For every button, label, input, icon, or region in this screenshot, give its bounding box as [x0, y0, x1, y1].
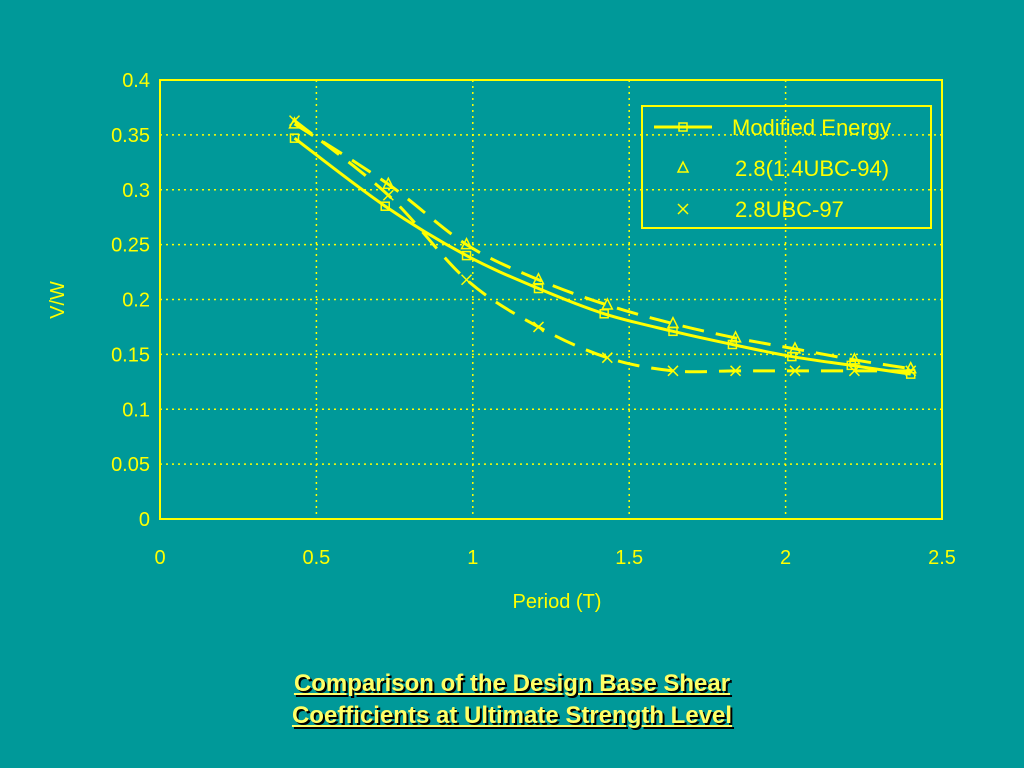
series-0-point — [289, 133, 300, 143]
legend-label: 2.8UBC-97 — [735, 197, 844, 222]
legend-box — [641, 105, 932, 229]
legend-label: 2.8(1.4UBC-94) — [735, 156, 889, 181]
series-0-point — [599, 309, 609, 319]
series-1-point — [532, 272, 545, 285]
legend: Modified Energy 2.8(1.4UBC-94) 2.8UBC-97 — [641, 105, 932, 229]
series-lines — [293, 119, 911, 376]
series-2-point — [461, 274, 473, 286]
series-1-point — [848, 352, 861, 365]
chart: 0 0.05 0.1 0.15 0.2 0.25 0.3 0.35 0.4 0 0.5 1 1.5 2 2.… — [47, 70, 956, 613]
y-tick-label: 0 — [139, 509, 150, 531]
series-2-point — [789, 365, 801, 377]
x-tick-label: 0.5 — [302, 547, 330, 569]
x-tick-label: 2 — [780, 547, 791, 569]
series-2-point — [667, 365, 679, 377]
x-tick-label: 2.5 — [928, 547, 956, 569]
x-axis-label: Period (T) — [513, 591, 602, 613]
series-1-point — [460, 236, 473, 250]
slide-caption: Comparison of the Design Base Shear Coef… — [0, 668, 1024, 732]
axis-tick-labels: 0 0.05 0.1 0.15 0.2 0.25 0.3 0.35 0.4 0 0.5 1 1.5 2 2.… — [111, 70, 956, 569]
series-2-point — [601, 352, 613, 364]
series-1-point — [729, 330, 742, 343]
series-1-point — [382, 176, 395, 190]
grid-lines — [160, 80, 942, 519]
series-2-point — [288, 115, 301, 127]
series-2-point — [730, 365, 742, 377]
series-0-point — [533, 283, 544, 294]
x-tick-label: 1 — [467, 547, 478, 569]
y-tick-label: 0.2 — [122, 290, 150, 312]
legend-label: Modified Energy — [732, 115, 891, 140]
caption-line-2: Coefficients at Ultimate Strength Level — [291, 702, 733, 729]
series-0-point — [461, 250, 472, 261]
series-line-0 — [293, 136, 911, 376]
series-2-point — [848, 365, 860, 377]
legend-marker — [676, 160, 690, 173]
series-1-point — [788, 341, 802, 354]
plot-area-frame — [159, 79, 943, 520]
y-axis-label: V/W — [47, 281, 69, 319]
series-2-point — [382, 189, 394, 201]
series-0-point — [727, 339, 738, 350]
y-tick-label: 0.15 — [111, 344, 150, 366]
y-tick-label: 0.35 — [111, 125, 150, 147]
series-1-point — [601, 297, 614, 310]
y-tick-label: 0.05 — [111, 454, 150, 476]
series-markers — [288, 115, 917, 379]
legend-entries: Modified Energy 2.8(1.4UBC-94) 2.8UBC-97 — [654, 115, 891, 222]
y-tick-label: 0.3 — [122, 180, 150, 202]
y-tick-label: 0.1 — [122, 399, 150, 421]
series-line-2 — [293, 119, 911, 374]
caption-line-1: Comparison of the Design Base Shear — [293, 670, 731, 697]
series-line-1 — [293, 122, 911, 371]
legend-marker — [677, 203, 689, 215]
series-2-point — [532, 321, 545, 333]
x-tick-label: 1.5 — [615, 547, 643, 569]
series-1-point — [666, 315, 680, 329]
x-tick-label: 0 — [154, 547, 165, 569]
series-2-point — [905, 365, 917, 377]
y-tick-label: 0.4 — [122, 70, 150, 92]
y-tick-label: 0.25 — [111, 235, 150, 257]
legend-marker — [678, 122, 688, 132]
series-0-point — [380, 201, 390, 211]
